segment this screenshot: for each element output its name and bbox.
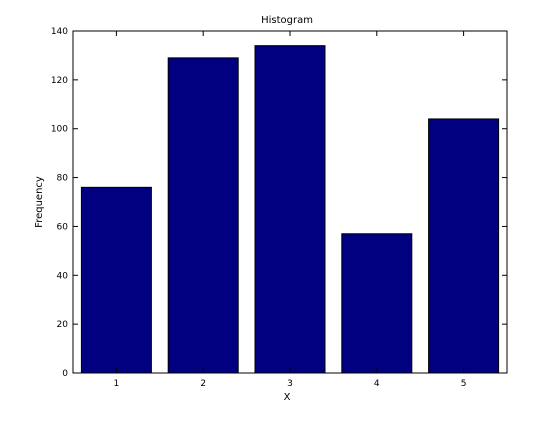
- y-tick-label-20: 20: [57, 320, 69, 330]
- x-tick-label-3: 3: [287, 379, 293, 389]
- y-tick-label-100: 100: [51, 125, 68, 135]
- bar-5: [428, 118, 500, 374]
- bars-layer: [80, 45, 500, 374]
- y-tick-label-80: 80: [57, 174, 69, 184]
- bar-1: [80, 186, 152, 374]
- y-tick-label-60: 60: [57, 222, 69, 232]
- x-tick-label-1: 1: [114, 379, 120, 389]
- y-tick-label-140: 140: [51, 27, 68, 37]
- x-tick-label-5: 5: [461, 379, 467, 389]
- plot-frame: [72, 30, 508, 374]
- y-tick-label-0: 0: [62, 369, 68, 379]
- bar-2: [167, 57, 239, 374]
- y-axis-title: Frequency: [34, 176, 45, 228]
- chart-title: Histogram: [261, 15, 313, 26]
- x-tick-label-2: 2: [200, 379, 206, 389]
- y-tick-label-120: 120: [51, 76, 68, 86]
- bar-3: [254, 45, 326, 374]
- x-tick-label-4: 4: [374, 379, 380, 389]
- y-tick-label-40: 40: [57, 271, 69, 281]
- bar-4: [341, 233, 413, 374]
- x-axis-title: X: [284, 392, 291, 403]
